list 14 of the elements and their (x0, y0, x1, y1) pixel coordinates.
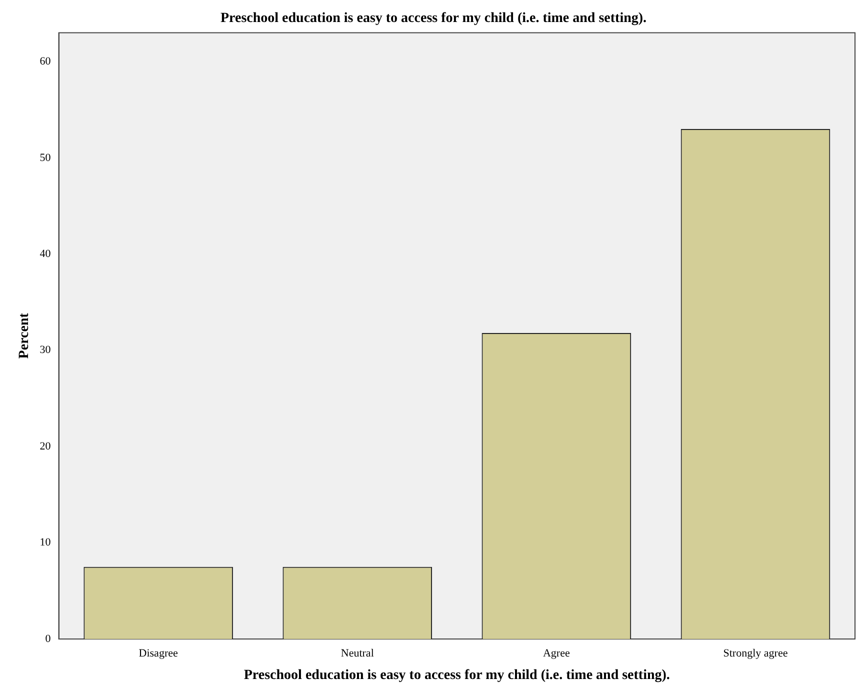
chart-title: Preschool education is easy to access for my child (i.e. time and setting). (220, 11, 647, 26)
x-tick-label: Strongly agree (723, 647, 788, 660)
y-axis-title: Percent (17, 312, 32, 359)
y-tick-label: 0 (45, 632, 52, 645)
y-tick-label: 40 (40, 248, 52, 260)
x-tick-label: Disagree (138, 647, 178, 660)
y-tick-label: 20 (40, 440, 52, 452)
y-tick-label: 50 (40, 152, 52, 164)
y-tick-label: 10 (40, 536, 52, 549)
y-tick-label: 60 (40, 56, 52, 68)
x-tick-label: Neutral (340, 647, 374, 660)
y-tick-label: 30 (40, 344, 52, 356)
x-tick-label: Agree (542, 647, 570, 660)
x-axis-title: Preschool education is easy to access for my child (i.e. time and setting). (244, 668, 670, 684)
